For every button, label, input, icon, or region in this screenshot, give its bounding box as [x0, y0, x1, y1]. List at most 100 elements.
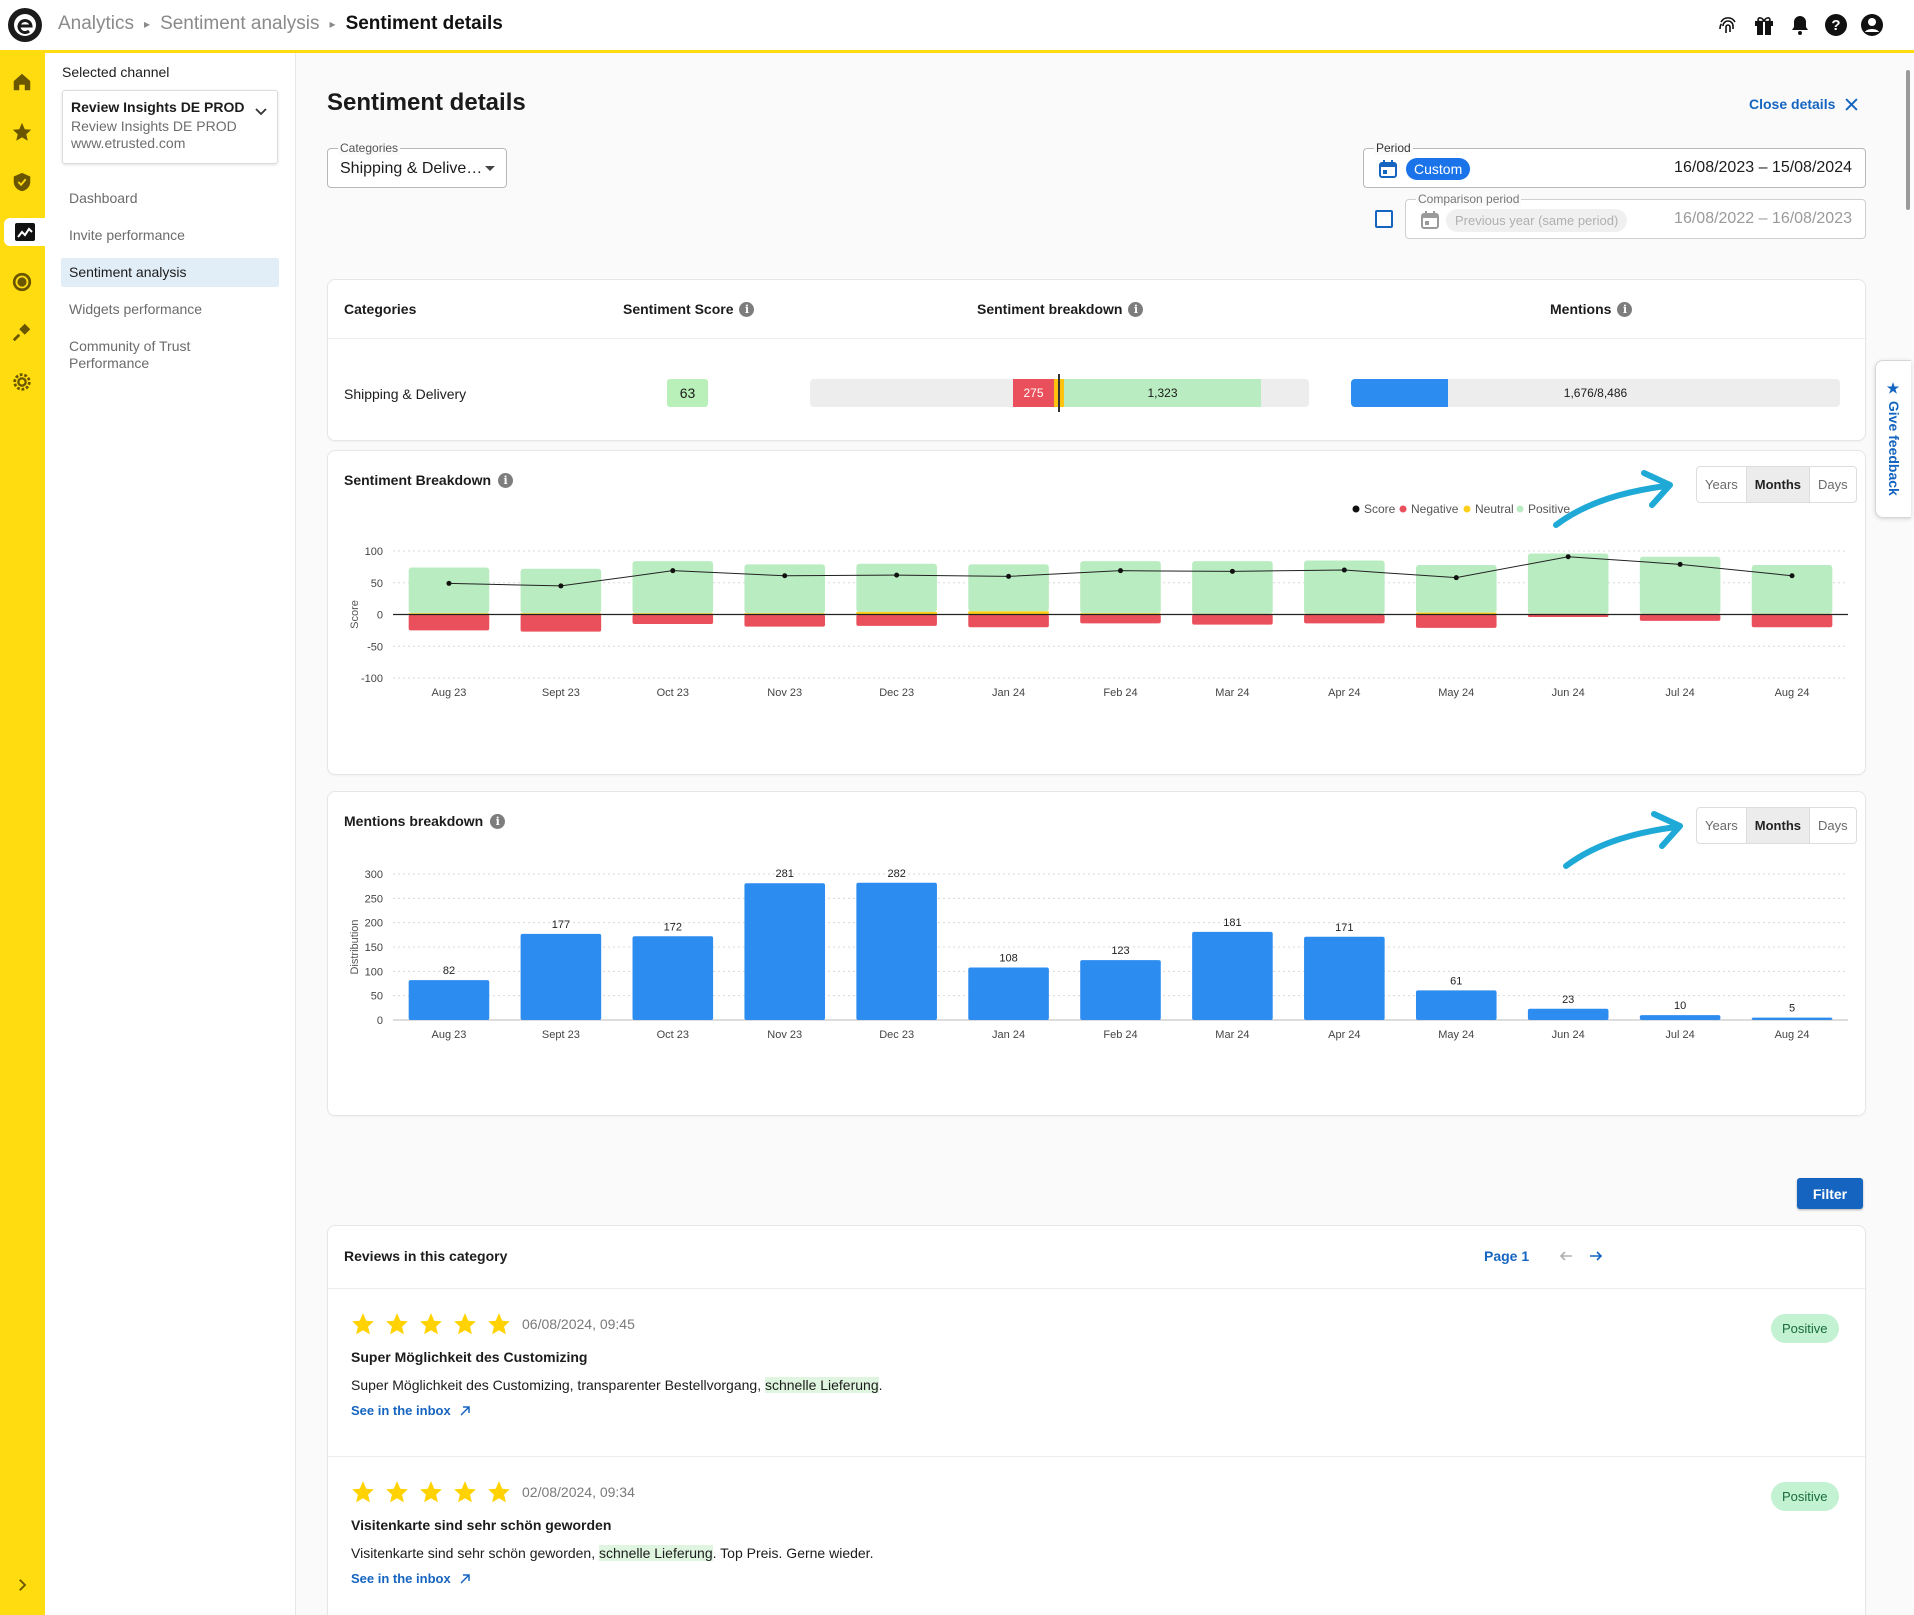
neutral-bar [408, 613, 490, 615]
star-icon [420, 1481, 442, 1503]
give-feedback-tab[interactable]: ★ Give feedback [1875, 360, 1911, 518]
period-custom-chip[interactable]: Custom [1406, 158, 1471, 180]
toggle-days[interactable]: Days [1818, 477, 1848, 492]
analytics-icon[interactable] [4, 218, 45, 246]
left-rail [0, 53, 45, 1615]
x-tick-label: Aug 24 [1775, 1029, 1810, 1041]
header-sentiment-score-label: Sentiment Score [623, 301, 734, 317]
mentions-breakdown-title-text: Mentions breakdown [344, 813, 484, 829]
mention-bar [744, 883, 826, 1020]
sidebar-item-dashboard[interactable]: Dashboard [69, 190, 138, 206]
plug-icon[interactable] [8, 318, 36, 346]
reviews-title: Reviews in this category [344, 1248, 508, 1264]
data-label: 172 [664, 921, 682, 933]
sidebar-item-invite-performance[interactable]: Invite performance [69, 227, 185, 243]
review-text: Visitenkarte sind sehr schön geworden, s… [351, 1545, 873, 1561]
period-picker[interactable]: Period Custom 16/08/2023 – 15/08/2024 [1363, 141, 1866, 188]
star-icon[interactable] [8, 118, 36, 146]
mention-bar [408, 980, 490, 1020]
give-feedback-text: Give feedback [1886, 400, 1902, 496]
gift-icon[interactable] [1752, 13, 1776, 37]
x-tick-label: Jun 24 [1552, 1029, 1585, 1041]
positive-bar [1415, 564, 1497, 613]
see-in-inbox-link[interactable]: See in the inbox [351, 1571, 471, 1586]
review-text-start: Super Möglichkeit des Customizing, trans… [351, 1377, 765, 1393]
sidebar-item-widgets-performance[interactable]: Widgets performance [69, 301, 203, 317]
zero-marker [1058, 374, 1060, 412]
sentiment-breakdown-card: Sentiment Breakdown i Years Months Days 1… [327, 450, 1866, 775]
score-point [446, 580, 452, 586]
breadcrumb-current: Sentiment details [345, 13, 503, 34]
x-tick-label: Nov 23 [767, 687, 802, 699]
toggle-months[interactable]: Months [1745, 467, 1810, 502]
toggle-years[interactable]: Years [1705, 477, 1738, 492]
fingerprint-icon[interactable] [1716, 13, 1740, 37]
categories-select[interactable]: Categories Shipping & Delive… [327, 141, 507, 188]
x-tick-label: Dec 23 [879, 687, 914, 699]
granularity-toggle: Years Months Days [1696, 466, 1857, 503]
expand-chevron-icon[interactable] [8, 1571, 36, 1599]
y-tick-label: -100 [361, 673, 383, 685]
selected-channel-label: Selected channel [62, 64, 170, 80]
review-title: Visitenkarte sind sehr schön geworden [351, 1517, 612, 1533]
sidebar-item-community-of-trust[interactable]: Community of Trust Performance [69, 338, 191, 371]
x-tick-label: Dec 23 [879, 1029, 914, 1041]
breadcrumb-sentiment-analysis[interactable]: Sentiment analysis [160, 13, 320, 34]
etrusted-coin-icon[interactable] [8, 268, 36, 296]
channel-selector[interactable]: Review Insights DE PROD Review Insights … [62, 90, 278, 164]
home-icon[interactable] [8, 68, 36, 96]
toggle-days[interactable]: Days [1818, 818, 1848, 833]
page-title: Sentiment details [327, 89, 526, 116]
header-categories: Categories [344, 301, 416, 317]
arrow-left-icon[interactable] [1558, 1248, 1574, 1264]
breadcrumb-separator-icon: ▸ [329, 17, 336, 31]
neutral-bar [520, 613, 602, 615]
score-point [1789, 573, 1795, 579]
comparison-period-picker[interactable]: Comparison period Previous year (same pe… [1405, 192, 1866, 239]
account-icon[interactable] [1860, 13, 1884, 37]
neutral-bar [1415, 612, 1497, 615]
sentiment-breakdown-bar: 275 1,323 [810, 374, 1309, 412]
mention-bar [632, 936, 714, 1020]
star-rating [350, 1311, 512, 1337]
y-tick-label: 100 [365, 546, 383, 558]
star-icon [454, 1313, 476, 1335]
gear-icon[interactable] [8, 368, 36, 396]
breadcrumb-analytics[interactable]: Analytics [58, 13, 135, 34]
close-details-button[interactable]: Close details [1749, 96, 1858, 112]
review-title: Super Möglichkeit des Customizing [351, 1349, 588, 1365]
arrow-right-icon[interactable] [1588, 1248, 1604, 1264]
mention-bar [1192, 931, 1273, 1020]
mention-bar [1304, 936, 1385, 1020]
shield-icon[interactable] [8, 168, 36, 196]
negative-bar [1639, 614, 1721, 621]
toggle-years[interactable]: Years [1705, 818, 1738, 833]
negative-bar [1304, 614, 1385, 624]
filter-button[interactable]: Filter [1797, 1178, 1863, 1209]
info-icon[interactable]: i [490, 813, 506, 829]
x-tick-label: Jan 24 [992, 1029, 1025, 1041]
scrollbar[interactable] [1906, 70, 1910, 210]
help-icon[interactable]: ? [1824, 13, 1848, 37]
bell-icon[interactable] [1788, 13, 1812, 37]
comparison-checkbox[interactable] [1375, 210, 1393, 228]
info-icon[interactable]: i [739, 301, 755, 317]
neutral-bar [856, 611, 937, 615]
comparison-dates: 16/08/2022 – 16/08/2023 [1674, 210, 1852, 227]
mention-bar [856, 882, 937, 1020]
toggle-months[interactable]: Months [1745, 808, 1810, 843]
star-icon [454, 1481, 476, 1503]
data-label: 5 [1789, 1003, 1795, 1015]
sidebar-item-sentiment-analysis[interactable]: Sentiment analysis [61, 258, 279, 287]
header-mentions-label: Mentions [1550, 301, 1612, 317]
see-in-inbox-link[interactable]: See in the inbox [351, 1403, 471, 1418]
header-sentiment-score: Sentiment Score i [623, 301, 755, 317]
info-icon[interactable]: i [498, 472, 514, 488]
y-tick-label: 300 [365, 869, 383, 881]
row-category[interactable]: Shipping & Delivery [344, 386, 467, 402]
info-icon[interactable]: i [1617, 301, 1633, 317]
info-icon[interactable]: i [1128, 301, 1144, 317]
granularity-toggle: Years Months Days [1696, 807, 1857, 844]
etrusted-logo-icon[interactable] [8, 8, 42, 42]
breadcrumb-separator-icon: ▸ [144, 17, 151, 31]
